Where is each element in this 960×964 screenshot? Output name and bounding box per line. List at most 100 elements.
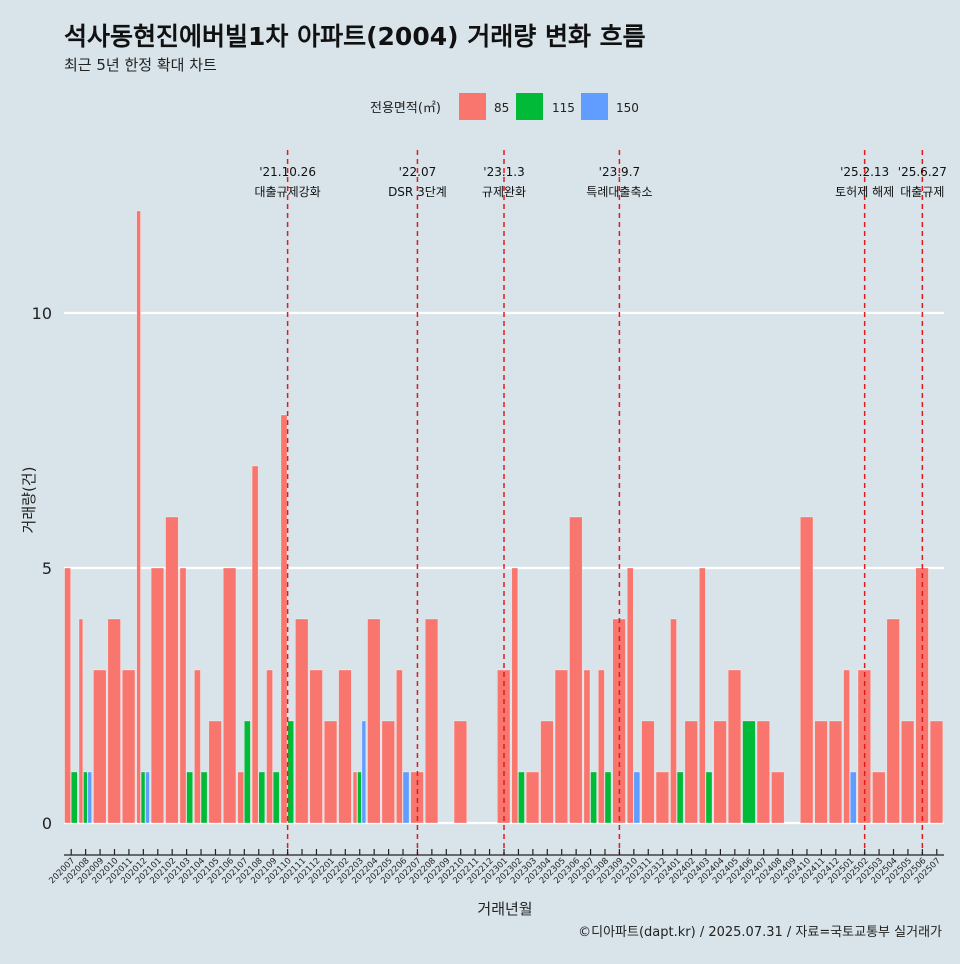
bar-115-202401 [676,771,684,824]
bar-85-202411 [814,720,828,824]
bar-115-202302 [518,771,525,824]
bar-85-202103 [179,567,187,824]
bar-85-202109 [266,669,273,824]
bar-115-202103 [186,771,193,824]
bar-85-202104 [194,669,201,824]
bar-85-202401 [670,618,677,824]
bars-layer [64,210,944,824]
event-date: '21.10.26 [259,165,316,179]
bar-85-202205 [381,720,395,824]
bar-85-202306 [569,516,583,824]
bar-150-202501 [849,771,857,824]
y-tick-label: 10 [32,304,52,323]
x-axis: 2020072020082020092020102020112020122021… [47,849,944,886]
chart-subtitle: 최근 5년 한정 확대 차트 [64,56,217,74]
legend-title: 전용면적(㎡) [370,101,441,116]
event-date: '23.1.3 [483,165,524,179]
legend-key-115 [516,93,543,120]
bar-85-202010 [107,618,121,824]
bar-85-202312 [655,771,669,824]
caption: ©디아파트(dapt.kr) / 2025.07.31 / 자료=국토교통부 실… [578,925,942,940]
bar-85-202403 [699,567,706,824]
event-label: 대출규제 [900,185,944,199]
bar-85-202308 [598,669,605,824]
legend-key-150 [581,93,608,120]
bar-85-202304 [540,720,554,824]
bar-85-202201 [323,720,338,824]
bar-150-202310 [633,771,641,824]
bar-85-202208 [424,618,439,824]
bar-85-202504 [886,618,900,824]
bar-85-202503 [872,771,886,824]
bar-85-202410 [800,516,814,824]
event-label: DSR 3단계 [388,185,447,199]
bar-115-202008 [83,771,88,824]
y-tick-label: 5 [42,559,52,578]
chart-title: 석사동현진에버빌1차 아파트(2004) 거래량 변화 흐름 [64,22,646,51]
bar-85-202101 [150,567,165,824]
y-axis-title: 거래량(건) [20,467,38,534]
event-lines: '21.10.26 대출규제강화 '22.07 DSR 3단계 '23.1.3 규제완화 '… [254,150,947,855]
bar-85-202408 [771,771,785,824]
y-axis: 0 5 10 [32,304,52,833]
bar-85-202202 [338,669,352,824]
bar-85-202107 [237,771,244,824]
bar-115-202307 [590,771,597,824]
bar-115-202406 [742,720,756,824]
event-label: 규제완화 [482,185,526,199]
bar-85-202112 [309,669,323,824]
bar-115-202107 [244,720,251,824]
event-date: '25.2.13 [840,165,889,179]
bar-150-202012 [145,771,150,824]
bar-85-202305 [554,669,568,824]
bar-115-202109 [272,771,280,824]
bar-85-202302 [511,567,519,824]
bar-150-202203 [361,720,367,824]
bar-85-202102 [165,516,179,824]
bar-115-202108 [258,771,266,824]
bar-85-202108 [251,465,259,824]
bar-85-202106 [223,567,237,824]
bar-85-202105 [208,720,222,824]
bar-115-202308 [604,771,612,824]
bar-85-202204 [367,618,381,824]
legend-key-85 [459,93,486,120]
bar-150-202206 [402,771,410,824]
bar-85-202207 [410,771,424,824]
bar-115-202012 [140,771,146,824]
bar-115-202203 [357,771,362,824]
x-axis-title: 거래년월 [477,900,532,918]
legend-label: 85 [494,101,509,115]
bar-85-202507 [929,720,944,824]
bar-85-202405 [727,669,742,824]
event-label: 대출규제강화 [254,185,320,199]
event-label: 특례대출축소 [586,185,652,199]
bar-85-202011 [122,669,136,824]
bar-85-202311 [641,720,655,824]
bar-85-202110 [280,414,288,824]
bar-115-202110 [287,720,294,824]
bar-85-202505 [901,720,915,824]
legend: 전용면적(㎡) 85 115 150 [370,93,639,120]
bar-85-202007 [64,567,71,824]
bar-85-202012 [136,210,141,824]
bar-85-202009 [93,669,107,824]
bar-115-202104 [200,771,208,824]
bar-85-202412 [828,720,843,824]
bar-85-202404 [713,720,727,824]
bar-85-202203 [352,771,358,824]
event-date: '23.9.7 [599,165,640,179]
bar-85-202501 [843,669,850,824]
legend-label: 150 [616,101,639,115]
bar-85-202111 [295,618,309,824]
legend-label: 115 [552,101,575,115]
bar-85-202210 [453,720,468,824]
bar-85-202310 [626,567,634,824]
bar-85-202307 [583,669,591,824]
event-date: '25.6.27 [898,165,947,179]
bar-85-202407 [756,720,770,824]
y-tick-label: 0 [42,814,52,833]
bar-150-202008 [87,771,92,824]
